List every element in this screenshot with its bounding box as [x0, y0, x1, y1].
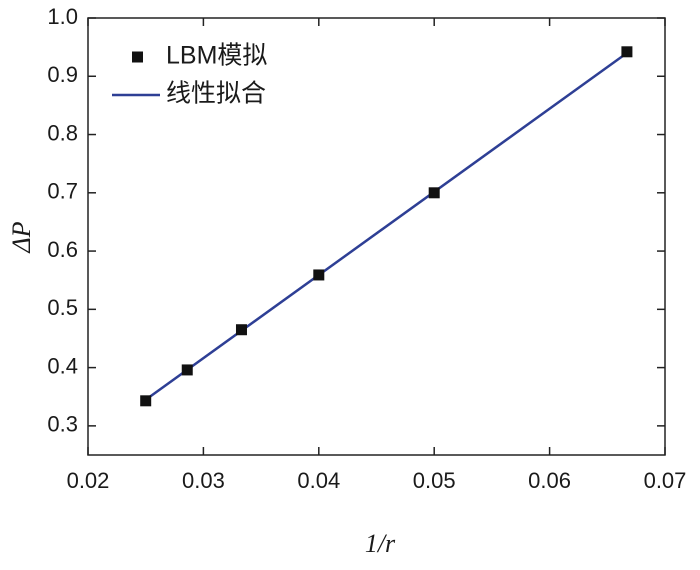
x-axis-title: 1/r	[365, 529, 396, 558]
data-point	[181, 364, 193, 376]
data-point	[428, 187, 440, 199]
legend-label: LBM模拟	[166, 42, 267, 70]
y-tick-label: 0.6	[47, 237, 78, 262]
plot-frame	[87, 17, 666, 456]
x-tick-label: 0.05	[413, 468, 456, 493]
y-axis-title: ΔP	[7, 221, 36, 253]
x-tick-label: 0.04	[297, 468, 340, 493]
legend-label: 线性拟合	[166, 80, 266, 108]
x-tick-label: 0.06	[528, 468, 571, 493]
fit-line	[142, 51, 628, 403]
x-tick-label: 0.02	[67, 468, 110, 493]
x-tick-label: 0.03	[182, 468, 225, 493]
x-tick-label: 0.07	[644, 468, 687, 493]
y-tick-label: 0.4	[47, 353, 78, 378]
data-point	[313, 269, 325, 281]
data-point	[235, 324, 247, 336]
data-point	[621, 46, 633, 58]
legend-marker	[132, 51, 143, 63]
y-tick-label: 0.5	[47, 295, 78, 320]
y-tick-label: 0.7	[47, 179, 78, 204]
y-tick-label: 0.8	[47, 120, 78, 145]
data-point	[140, 395, 152, 407]
y-tick-label: 1.0	[47, 4, 78, 29]
y-tick-label: 0.9	[47, 62, 78, 87]
y-tick-label: 0.3	[47, 412, 78, 437]
